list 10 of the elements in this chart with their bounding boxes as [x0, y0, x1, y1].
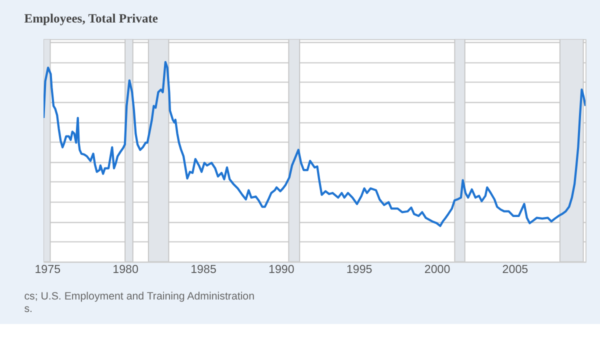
- x-tick-label: 1980: [112, 262, 138, 276]
- x-tick-label: 1990: [268, 262, 294, 276]
- x-tick-label: 2005: [502, 262, 528, 276]
- chart-title: Employees, Total Private: [24, 12, 158, 26]
- x-tick-label: 1995: [346, 262, 372, 276]
- text: cs; U.S. Employment and Training Administration: [24, 290, 255, 302]
- x-tick-label: 2000: [424, 262, 450, 276]
- x-tick-label: 1975: [34, 262, 61, 276]
- x-tick-label: 1985: [190, 262, 216, 276]
- text: s.: [24, 303, 32, 315]
